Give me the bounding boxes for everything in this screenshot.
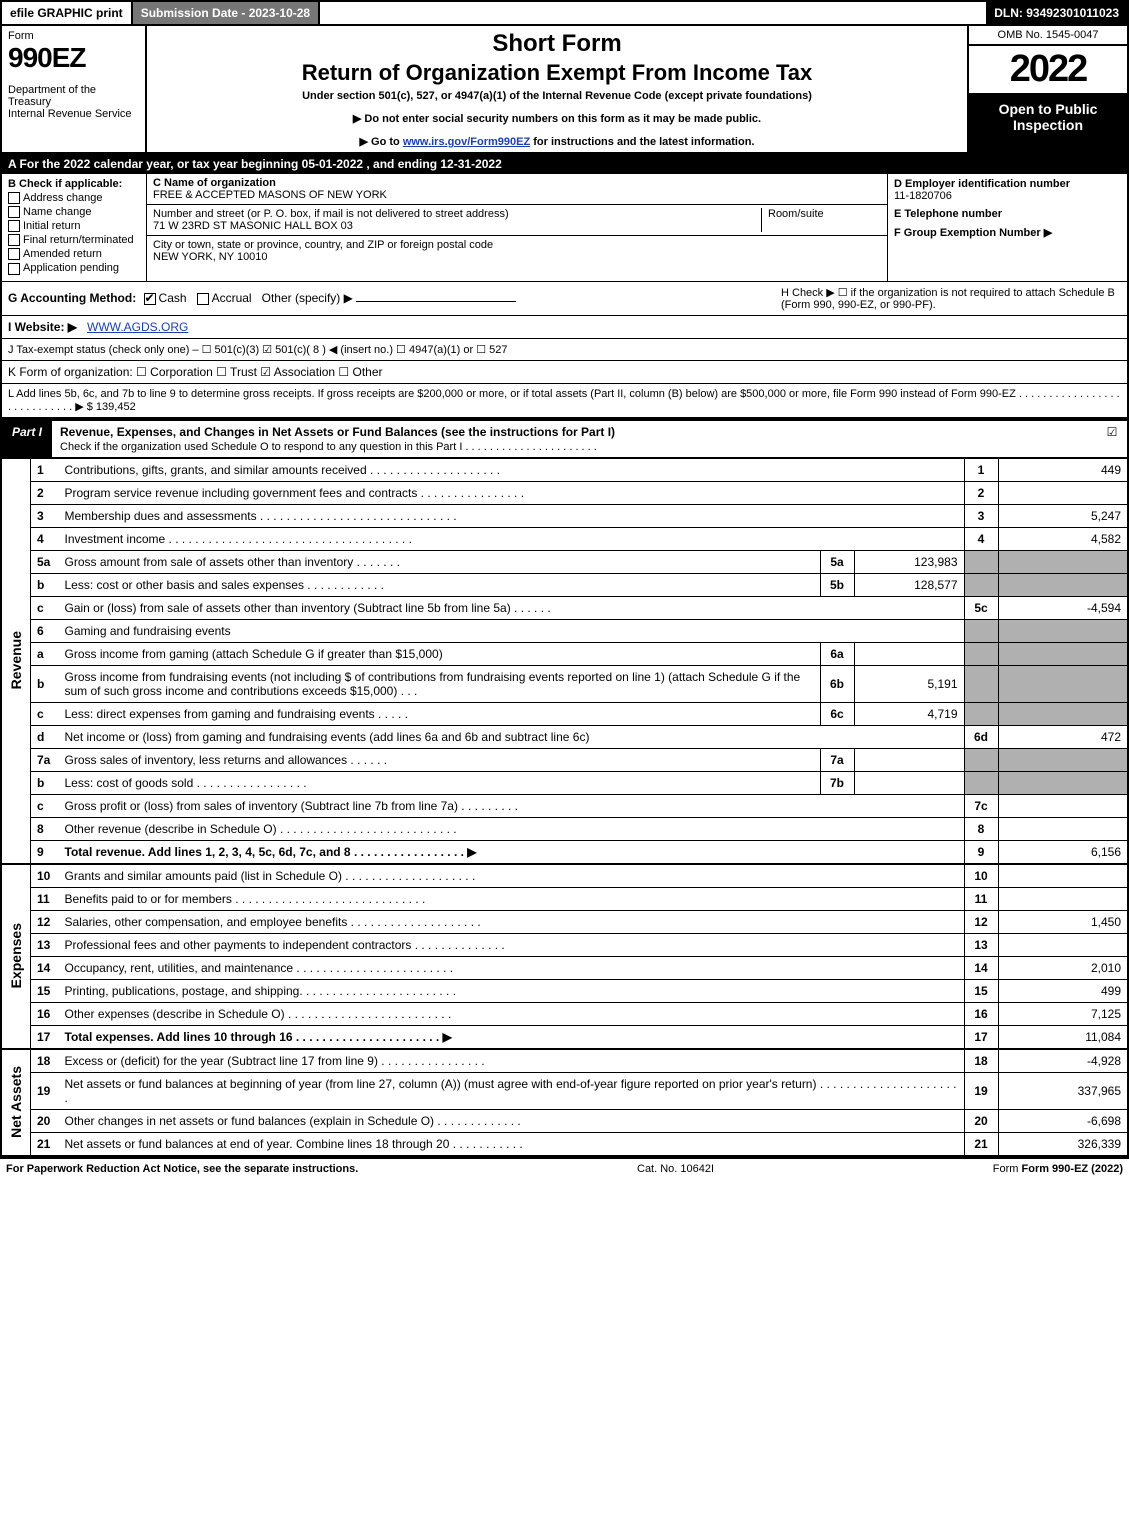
open-public: Open to Public Inspection xyxy=(969,95,1127,152)
chk-initial: Initial return xyxy=(8,220,140,232)
chk-accrual xyxy=(197,293,209,305)
c-addr-cell: Number and street (or P. O. box, if mail… xyxy=(147,205,887,236)
line-19: 19Net assets or fund balances at beginni… xyxy=(1,1072,1128,1109)
row-gh: G Accounting Method: Cash Accrual Other … xyxy=(0,282,1129,316)
line-3: 3Membership dues and assessments . . . .… xyxy=(1,504,1128,527)
footer-center: Cat. No. 10642I xyxy=(637,1163,714,1175)
line-14: 14Occupancy, rent, utilities, and mainte… xyxy=(1,956,1128,979)
line-13: 13Professional fees and other payments t… xyxy=(1,933,1128,956)
row-j: J Tax-exempt status (check only one) – ☐… xyxy=(0,339,1129,361)
line-6c: cLess: direct expenses from gaming and f… xyxy=(1,702,1128,725)
form-number: 990EZ xyxy=(8,42,139,74)
chk-address: Address change xyxy=(8,192,140,204)
d-label: D Employer identification number xyxy=(894,178,1121,190)
dln: DLN: 93492301011023 xyxy=(986,2,1127,24)
c-city-label: City or town, state or province, country… xyxy=(153,239,493,251)
line-7b: bLess: cost of goods sold . . . . . . . … xyxy=(1,771,1128,794)
g-block: G Accounting Method: Cash Accrual Other … xyxy=(8,291,516,305)
row-l: L Add lines 5b, 6c, and 7b to line 9 to … xyxy=(0,384,1129,419)
c-addr-label: Number and street (or P. O. box, if mail… xyxy=(153,208,509,220)
goto-line: ▶ Go to www.irs.gov/Form990EZ for instru… xyxy=(153,135,961,148)
c-name-cell: C Name of organization FREE & ACCEPTED M… xyxy=(147,174,887,205)
line-6a: aGross income from gaming (attach Schedu… xyxy=(1,642,1128,665)
line-17: 17Total expenses. Add lines 10 through 1… xyxy=(1,1025,1128,1049)
f-label: F Group Exemption Number ▶ xyxy=(894,226,1121,239)
ssn-warning: ▶ Do not enter social security numbers o… xyxy=(153,112,961,125)
col-def: D Employer identification number 11-1820… xyxy=(887,174,1127,281)
org-name: FREE & ACCEPTED MASONS OF NEW YORK xyxy=(153,189,387,201)
chk-name: Name change xyxy=(8,206,140,218)
line-4: 4Investment income . . . . . . . . . . .… xyxy=(1,527,1128,550)
goto-post: for instructions and the latest informat… xyxy=(530,136,754,148)
return-title: Return of Organization Exempt From Incom… xyxy=(153,60,961,86)
col-b: B Check if applicable: Address change Na… xyxy=(2,174,147,281)
website-link[interactable]: WWW.AGDS.ORG xyxy=(87,320,188,334)
title-block: Short Form Return of Organization Exempt… xyxy=(147,26,967,152)
chk-amended: Amended return xyxy=(8,248,140,260)
chk-final: Final return/terminated xyxy=(8,234,140,246)
line-6b: bGross income from fundraising events (n… xyxy=(1,665,1128,702)
row-a-tax-year: A For the 2022 calendar year, or tax yea… xyxy=(0,154,1129,174)
h-block: H Check ▶ ☐ if the organization is not r… xyxy=(781,286,1121,311)
line-6d: dNet income or (loss) from gaming and fu… xyxy=(1,725,1128,748)
chk-cash xyxy=(144,293,156,305)
top-bar: efile GRAPHIC print Submission Date - 20… xyxy=(0,0,1129,26)
line-5c: cGain or (loss) from sale of assets othe… xyxy=(1,596,1128,619)
e-label: E Telephone number xyxy=(894,208,1121,220)
c-name-label: C Name of organization xyxy=(153,177,276,189)
part-i-header: Part I Revenue, Expenses, and Changes in… xyxy=(0,419,1129,459)
submission-date: Submission Date - 2023-10-28 xyxy=(133,2,320,24)
col-c: C Name of organization FREE & ACCEPTED M… xyxy=(147,174,887,281)
line-16: 16Other expenses (describe in Schedule O… xyxy=(1,1002,1128,1025)
omb-number: OMB No. 1545-0047 xyxy=(969,26,1127,46)
row-i: I Website: ▶ WWW.AGDS.ORG xyxy=(0,316,1129,339)
line-6: 6Gaming and fundraising events xyxy=(1,619,1128,642)
block-bcdef: B Check if applicable: Address change Na… xyxy=(0,174,1129,282)
line-5b: bLess: cost or other basis and sales exp… xyxy=(1,573,1128,596)
c-city-cell: City or town, state or province, country… xyxy=(147,236,887,266)
short-form-title: Short Form xyxy=(153,30,961,58)
tax-year: 2022 xyxy=(969,46,1127,95)
line-7a: 7aGross sales of inventory, less returns… xyxy=(1,748,1128,771)
org-address: 71 W 23RD ST MASONIC HALL BOX 03 xyxy=(153,220,353,232)
line-11: 11Benefits paid to or for members . . . … xyxy=(1,887,1128,910)
line-12: 12Salaries, other compensation, and empl… xyxy=(1,910,1128,933)
page-footer: For Paperwork Reduction Act Notice, see … xyxy=(0,1157,1129,1179)
line-5a: 5aGross amount from sale of assets other… xyxy=(1,550,1128,573)
room-suite: Room/suite xyxy=(761,208,881,232)
form-id-block: Form 990EZ Department of the Treasury In… xyxy=(2,26,147,152)
goto-pre: ▶ Go to xyxy=(360,136,403,148)
line-18: Net Assets 18Excess or (deficit) for the… xyxy=(1,1049,1128,1073)
footer-right: Form Form 990-EZ (2022) xyxy=(993,1163,1123,1175)
b-label: B Check if applicable: xyxy=(8,178,140,190)
line-1: Revenue 1Contributions, gifts, grants, a… xyxy=(1,459,1128,482)
revenue-table: Revenue 1Contributions, gifts, grants, a… xyxy=(0,459,1129,1157)
line-7c: cGross profit or (loss) from sales of in… xyxy=(1,794,1128,817)
right-block: OMB No. 1545-0047 2022 Open to Public In… xyxy=(967,26,1127,152)
footer-left: For Paperwork Reduction Act Notice, see … xyxy=(6,1163,358,1175)
line-2: 2Program service revenue including gover… xyxy=(1,481,1128,504)
line-9: 9Total revenue. Add lines 1, 2, 3, 4, 5c… xyxy=(1,840,1128,864)
dept-treasury: Department of the Treasury Internal Reve… xyxy=(8,84,139,120)
line-10: Expenses 10Grants and similar amounts pa… xyxy=(1,864,1128,888)
efile-label: efile GRAPHIC print xyxy=(2,2,133,24)
form-word: Form xyxy=(8,30,139,42)
irs-link[interactable]: www.irs.gov/Form990EZ xyxy=(403,136,530,148)
ein: 11-1820706 xyxy=(894,190,1121,202)
line-15: 15Printing, publications, postage, and s… xyxy=(1,979,1128,1002)
line-20: 20Other changes in net assets or fund ba… xyxy=(1,1109,1128,1132)
part-i-check: ☑ xyxy=(1097,421,1127,457)
row-k: K Form of organization: ☐ Corporation ☐ … xyxy=(0,361,1129,384)
under-section: Under section 501(c), 527, or 4947(a)(1)… xyxy=(153,90,961,102)
org-city: NEW YORK, NY 10010 xyxy=(153,251,268,263)
line-8: 8Other revenue (describe in Schedule O) … xyxy=(1,817,1128,840)
part-i-title: Revenue, Expenses, and Changes in Net As… xyxy=(52,421,1097,457)
part-i-tab: Part I xyxy=(2,421,52,457)
chk-pending: Application pending xyxy=(8,262,140,274)
line-21: 21Net assets or fund balances at end of … xyxy=(1,1132,1128,1156)
form-header: Form 990EZ Department of the Treasury In… xyxy=(0,26,1129,154)
